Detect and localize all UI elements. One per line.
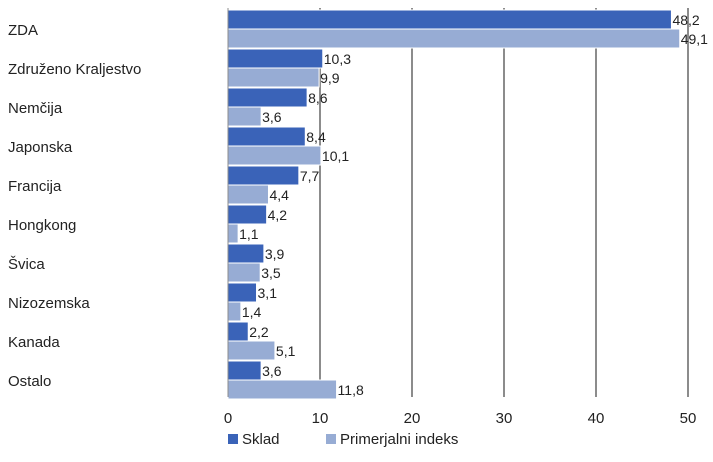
data-label-sklad-zdruzeno-kraljestvo: 10,3 bbox=[324, 51, 351, 67]
grid-lines bbox=[319, 8, 689, 397]
bar-primerjalni-indeks-zda bbox=[227, 28, 681, 49]
bar-primerjalni-indeks-francija bbox=[227, 184, 269, 205]
bar-sklad-zda bbox=[227, 9, 672, 30]
x-tick-label-20: 20 bbox=[404, 410, 421, 427]
legend-swatch-primerjalni-indeks bbox=[326, 434, 336, 444]
x-tick-label-40: 40 bbox=[588, 410, 605, 427]
data-label-sklad-nizozemska: 3,1 bbox=[258, 285, 278, 301]
bar-primerjalni-indeks-ostalo bbox=[227, 379, 338, 400]
bar-primerjalni-indeks-svica bbox=[227, 262, 261, 283]
bar-sklad-zdruzeno-kraljestvo bbox=[227, 48, 324, 69]
data-label-sklad-kanada: 2,2 bbox=[249, 324, 269, 340]
bar-sklad-kanada bbox=[227, 321, 249, 342]
data-label-primerjalni-indeks-kanada: 5,1 bbox=[276, 343, 296, 359]
x-tick-label-0: 0 bbox=[224, 410, 232, 427]
bar-primerjalni-indeks-nemcija bbox=[227, 106, 262, 127]
category-label-kanada: Kanada bbox=[8, 334, 60, 351]
bar-sklad-francija bbox=[227, 165, 300, 186]
bar-sklad-hongkong bbox=[227, 204, 268, 225]
category-label-zda: ZDA bbox=[8, 22, 38, 39]
category-label-ostalo: Ostalo bbox=[8, 373, 51, 390]
bar-sklad-svica bbox=[227, 243, 265, 264]
bar-primerjalni-indeks-kanada bbox=[227, 340, 276, 361]
category-label-nizozemska: Nizozemska bbox=[8, 295, 90, 312]
data-label-primerjalni-indeks-japonska: 10,1 bbox=[322, 148, 349, 164]
data-label-primerjalni-indeks-zda: 49,1 bbox=[681, 31, 708, 47]
legend-label-primerjalni-indeks: Primerjalni indeks bbox=[340, 431, 458, 448]
data-label-sklad-zda: 48,2 bbox=[672, 12, 699, 28]
category-label-svica: Švica bbox=[8, 256, 45, 273]
data-label-sklad-hongkong: 4,2 bbox=[268, 207, 288, 223]
legend-label-sklad: Sklad bbox=[242, 431, 280, 448]
data-label-primerjalni-indeks-francija: 4,4 bbox=[269, 187, 289, 203]
data-label-primerjalni-indeks-nizozemska: 1,4 bbox=[242, 304, 262, 320]
data-label-sklad-nemcija: 8,6 bbox=[308, 90, 328, 106]
axis: 0 10 20 30 40 50 bbox=[224, 8, 697, 427]
bar-primerjalni-indeks-zdruzeno-kraljestvo bbox=[227, 67, 320, 88]
category-label-hongkong: Hongkong bbox=[8, 217, 76, 234]
data-label-sklad-svica: 3,9 bbox=[265, 246, 285, 262]
category-label-nemcija: Nemčija bbox=[8, 100, 63, 117]
bar-primerjalni-indeks-nizozemska bbox=[227, 301, 242, 322]
data-label-sklad-ostalo: 3,6 bbox=[262, 363, 282, 379]
data-label-primerjalni-indeks-hongkong: 1,1 bbox=[239, 226, 259, 242]
x-tick-label-50: 50 bbox=[680, 410, 697, 427]
bar-sklad-japonska bbox=[227, 126, 306, 147]
labels: 48,2 49,1 ZDA 10,3 9,9 Združeno Kraljestvo 8,6… bbox=[8, 12, 708, 398]
bar-primerjalni-indeks-hongkong bbox=[227, 223, 239, 244]
data-label-sklad-francija: 7,7 bbox=[300, 168, 320, 184]
legend: Sklad Primerjalni indeks bbox=[228, 431, 458, 448]
x-tick-label-10: 10 bbox=[312, 410, 329, 427]
bar-sklad-nemcija bbox=[227, 87, 308, 108]
bar-sklad-ostalo bbox=[227, 360, 262, 381]
data-label-primerjalni-indeks-zdruzeno-kraljestvo: 9,9 bbox=[320, 70, 340, 86]
data-label-sklad-japonska: 8,4 bbox=[306, 129, 326, 145]
bars bbox=[227, 9, 681, 400]
legend-swatch-sklad bbox=[228, 434, 238, 444]
category-label-japonska: Japonska bbox=[8, 139, 73, 156]
data-label-primerjalni-indeks-nemcija: 3,6 bbox=[262, 109, 282, 125]
data-label-primerjalni-indeks-ostalo: 11,8 bbox=[338, 382, 364, 398]
x-tick-label-30: 30 bbox=[496, 410, 513, 427]
category-label-francija: Francija bbox=[8, 178, 62, 195]
data-label-primerjalni-indeks-svica: 3,5 bbox=[261, 265, 281, 281]
bar-sklad-nizozemska bbox=[227, 282, 258, 303]
category-label-zdruzeno-kraljestvo: Združeno Kraljestvo bbox=[8, 61, 141, 78]
bar-primerjalni-indeks-japonska bbox=[227, 145, 322, 166]
